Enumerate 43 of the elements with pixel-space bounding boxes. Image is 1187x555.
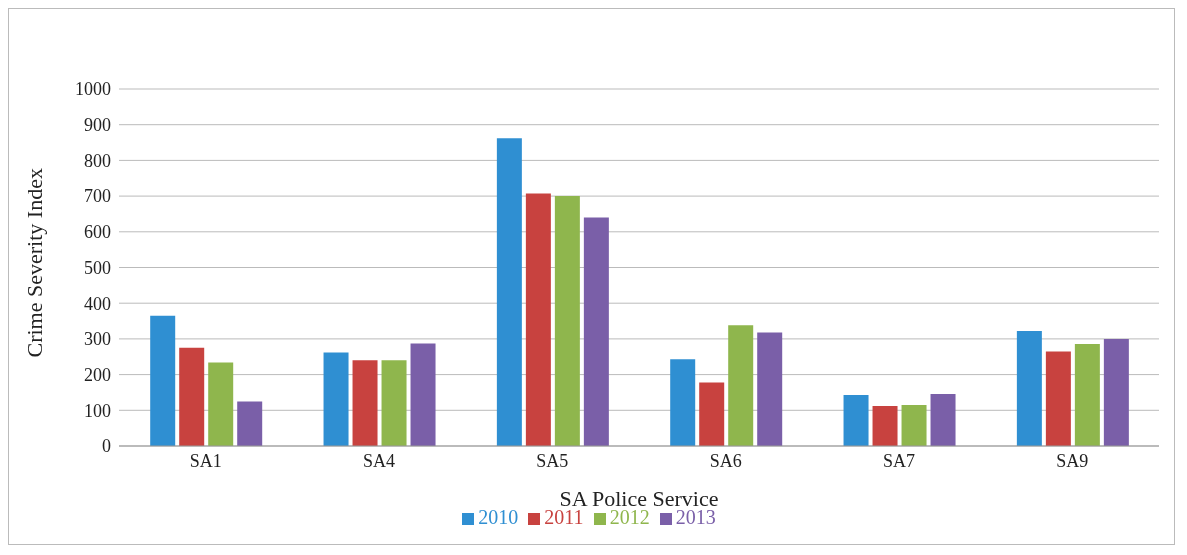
bar — [525, 193, 551, 446]
bar — [352, 360, 378, 446]
x-tick-label: SA6 — [709, 450, 742, 471]
y-tick-label: 500 — [84, 257, 111, 278]
x-tick-label: SA5 — [536, 450, 569, 471]
x-tick-label: SA1 — [189, 450, 222, 471]
bar — [237, 401, 263, 446]
bar — [150, 315, 176, 446]
y-tick-label: 700 — [84, 186, 111, 207]
bar — [901, 404, 927, 446]
bar — [757, 332, 783, 446]
bar — [410, 343, 436, 446]
legend-label: 2010 — [478, 506, 519, 528]
y-tick-label: 600 — [84, 222, 111, 243]
bar — [179, 347, 205, 446]
y-tick-label: 1000 — [75, 79, 111, 100]
y-tick-label: 900 — [84, 115, 111, 136]
bar — [583, 217, 609, 446]
bar — [872, 406, 898, 446]
bar — [1045, 351, 1071, 446]
x-tick-label: SA7 — [882, 450, 916, 471]
bar — [699, 382, 725, 446]
y-tick-label: 200 — [84, 364, 111, 385]
bar — [208, 362, 234, 446]
y-tick-label: 400 — [84, 293, 111, 314]
bar — [1016, 331, 1042, 446]
y-axis-title: Crime Severity Index — [21, 168, 47, 358]
y-tick-label: 300 — [84, 329, 111, 350]
bar — [554, 196, 580, 446]
bar — [1103, 338, 1129, 446]
bar — [381, 360, 407, 446]
bar — [323, 352, 349, 446]
y-tick-label: 0 — [102, 436, 111, 457]
y-tick-label: 800 — [84, 150, 111, 171]
bar — [496, 138, 522, 446]
bar — [930, 393, 956, 446]
bar — [1074, 343, 1100, 446]
x-tick-label: SA4 — [362, 450, 396, 471]
x-tick-label: SA9 — [1056, 450, 1089, 471]
bar — [843, 394, 869, 446]
bar — [670, 359, 696, 446]
y-tick-label: 100 — [84, 400, 111, 421]
bar — [728, 325, 754, 446]
